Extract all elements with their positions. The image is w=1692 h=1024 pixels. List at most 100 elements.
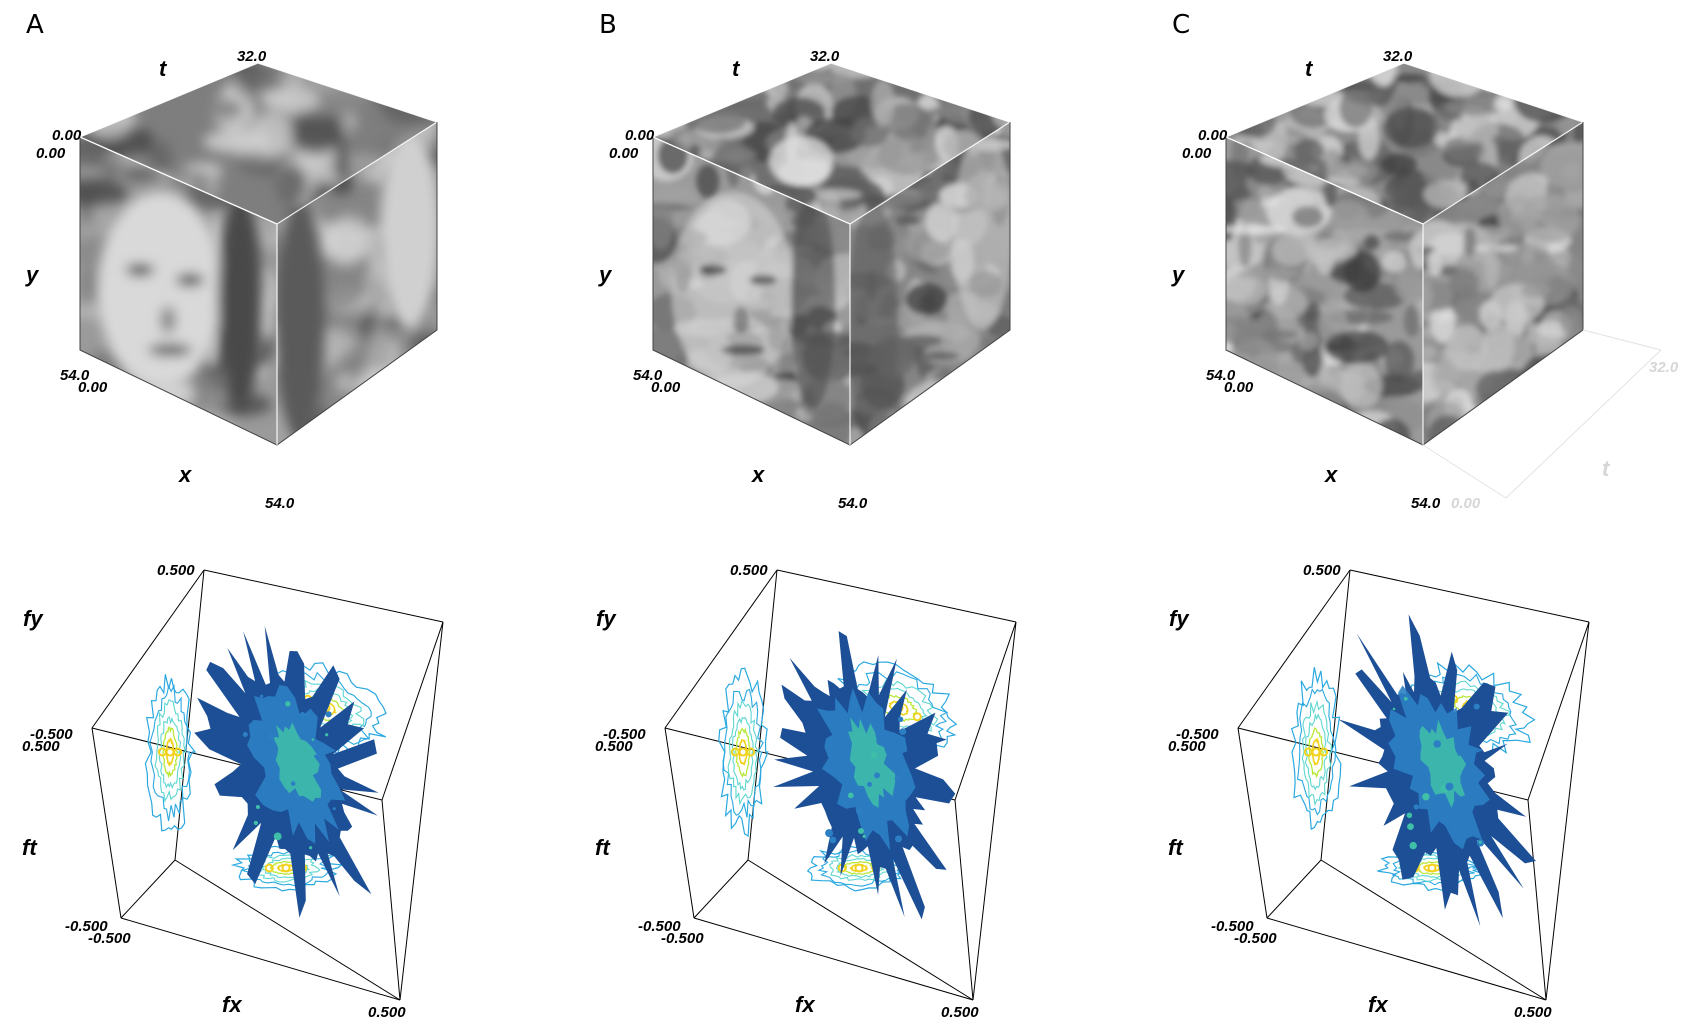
t-axis-label: t [1305,56,1314,81]
fx-axis-label: fx [795,992,815,1017]
ft-bottom-tick: -0.500 [65,918,108,935]
fy-top-tick: 0.500 [157,562,195,579]
box-edge [1527,621,1590,801]
blob-speckle [325,711,332,718]
blob-speckle [269,733,276,740]
blob-speckle [1406,812,1413,819]
contour-line [149,684,191,822]
x-max-tick: 54.0 [838,495,868,512]
blob-speckle [242,732,248,737]
blob-speckle [899,728,907,735]
box-edge [1266,859,1322,919]
panel-letter-b: B [599,10,617,40]
blob-speckle [290,781,296,786]
blob-speckle [255,805,260,809]
box-edge [693,859,749,919]
cube-edge-top-left [79,136,278,225]
blob-speckle [870,752,878,759]
blob-speckle [299,712,306,718]
contour-line [144,674,197,832]
box-edge [1320,859,1547,1001]
blob-speckle [1409,841,1417,850]
box-edge [693,917,974,1001]
blob-core [1419,718,1467,808]
blob-speckle [1478,840,1482,844]
blob-speckle [1403,696,1408,701]
blob-core [848,717,896,808]
x-axis-label: x [751,462,765,487]
y-axis-label: y [25,262,40,287]
blob-speckle [876,740,879,744]
ft-axis-label: ft [595,835,611,860]
blob-speckle [285,701,291,707]
fx-axis-label: fx [1368,992,1388,1017]
contour-peak [1427,863,1437,873]
blob-speckle [1434,720,1439,725]
ft-bottom-tick: -0.500 [1211,918,1254,935]
blob-speckle [332,807,336,811]
box-edge [174,859,401,1001]
blob-speckle [894,775,901,782]
contour-line [162,726,178,779]
origin-tick-b: 0.00 [36,145,66,162]
face-features [671,190,835,410]
ghost-t-min-tick: 0.00 [1451,495,1481,512]
fx-max-tick: 0.500 [368,1004,406,1021]
blob-speckle [1407,823,1414,830]
panel-letter-c: C [1172,10,1190,40]
contour-fy-ft [718,667,769,838]
t-axis-label: t [159,56,168,81]
fy-top-tick: 0.500 [1303,562,1341,579]
contour-peak [165,747,175,757]
x-min-tick: 0.00 [1224,379,1254,396]
blob-speckle [1473,703,1480,710]
t-axis-label: t [732,56,741,81]
side-features [850,130,1010,440]
y-max-tick: 54.0 [633,367,663,384]
blob-speckle [901,769,906,773]
box-edge [776,569,1017,623]
blob-speckle [828,754,831,757]
face-features [98,190,262,410]
box-edge [664,569,778,729]
contour-peak [738,747,748,757]
blob-speckle [253,820,259,826]
contour-fy-ft [1290,667,1342,831]
box-edge [120,859,176,919]
blob-speckle [1422,793,1430,801]
blob-speckle [858,828,864,834]
blob-speckle [1433,740,1441,748]
box-edge [91,569,205,729]
box-edge [399,621,444,1001]
cube-face-front [80,137,277,445]
box-edge [664,727,695,919]
blob-speckle [829,836,837,844]
box-edge [381,799,401,1001]
blob-speckle [273,832,282,841]
fy-bottom-tick: -0.500 [1176,726,1219,743]
spectrum-blob [194,625,379,918]
contour-line [1290,667,1342,831]
box-edge [381,621,444,801]
contour-line [727,699,760,806]
blob-speckle [306,712,310,716]
contour-line [1297,688,1337,816]
cube-edge-top-left [652,136,851,225]
contour-line [1301,699,1332,807]
blob-speckle [895,835,902,843]
blob-speckle [1452,825,1455,829]
box-edge [1545,621,1590,1001]
x-min-tick: 0.00 [78,379,108,396]
fx-min-tick: -0.500 [1234,930,1277,947]
contour-line [1308,727,1324,779]
contour-fy-ft [144,674,197,832]
blob-speckle [867,781,872,787]
ft-top-tick: 0.500 [22,738,60,755]
ghost-t-max-tick: 32.0 [1649,359,1679,376]
x-axis-label: x [178,462,192,487]
fx-max-tick: 0.500 [1514,1004,1552,1021]
x-min-tick: 0.00 [651,379,681,396]
y-axis-label: y [1171,262,1186,287]
